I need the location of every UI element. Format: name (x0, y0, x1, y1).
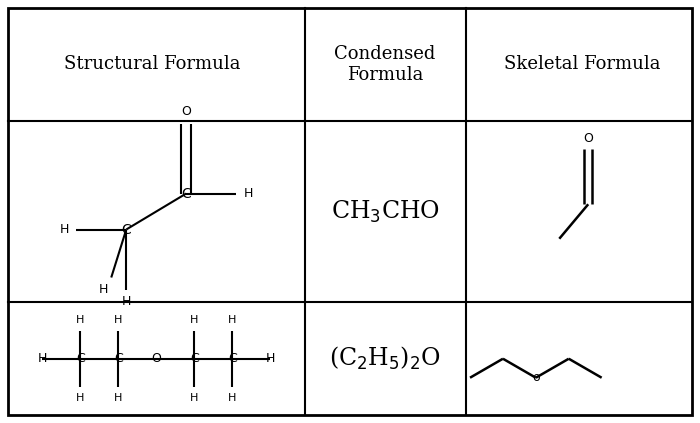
Text: H: H (190, 393, 198, 403)
Text: O: O (181, 105, 191, 118)
Text: H: H (228, 315, 237, 325)
Text: H: H (228, 393, 237, 403)
Text: CH$_3$CHO: CH$_3$CHO (330, 198, 440, 225)
Text: H: H (265, 352, 275, 365)
Text: C: C (114, 352, 122, 365)
Text: H: H (244, 187, 253, 200)
Text: o: o (532, 371, 540, 384)
Text: (C$_2$H$_5$)$_2$O: (C$_2$H$_5$)$_2$O (329, 345, 441, 372)
Text: H: H (99, 283, 108, 296)
Text: C: C (121, 222, 131, 236)
Text: H: H (60, 223, 69, 236)
Text: H: H (38, 352, 47, 365)
Text: C: C (228, 352, 237, 365)
Text: O: O (151, 352, 161, 365)
Text: H: H (122, 295, 131, 308)
Text: Skeletal Formula: Skeletal Formula (504, 55, 661, 73)
Text: C: C (190, 352, 199, 365)
Text: O: O (583, 132, 593, 145)
Text: Condensed
Formula: Condensed Formula (335, 45, 435, 84)
Text: H: H (114, 315, 122, 325)
Text: Structural Formula: Structural Formula (64, 55, 241, 73)
Text: C: C (76, 352, 85, 365)
Text: H: H (190, 315, 198, 325)
Text: H: H (114, 393, 122, 403)
Text: H: H (76, 393, 85, 403)
Text: C: C (181, 187, 191, 201)
Text: H: H (76, 315, 85, 325)
